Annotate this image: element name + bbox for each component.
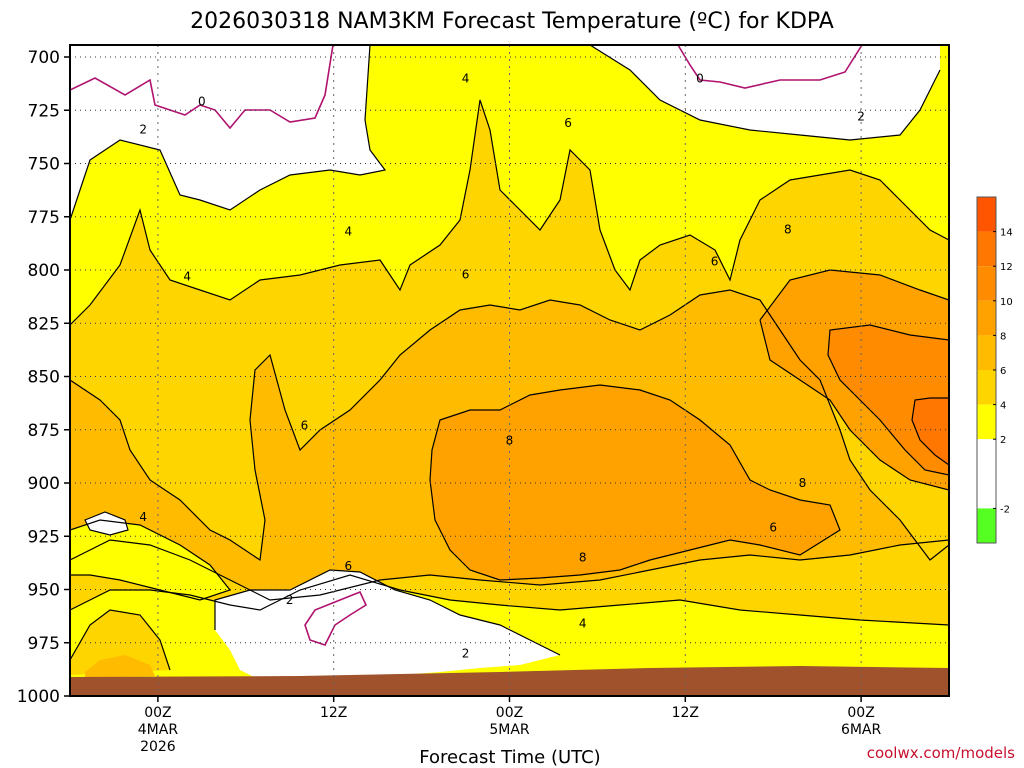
x-tick-label-0-0: 00Z [144, 705, 171, 721]
contour-2-upper-right [589, 45, 941, 141]
y-tick-label-775: 775 [28, 208, 60, 228]
contour-label-2: 2 [139, 122, 147, 136]
contour-label-7: 4 [345, 225, 353, 239]
x-tick-label-4-0: 00Z [847, 705, 874, 721]
x-axis-label: Forecast Time (UTC) [419, 747, 600, 768]
zero-contour-low [304, 590, 368, 646]
y-tick-label-975: 975 [28, 634, 60, 654]
contour-label-15: 6 [345, 559, 353, 573]
contour-8-center [429, 384, 841, 581]
contour-label-11: 6 [564, 116, 572, 130]
colorbar-tick-label-2: 10 [1000, 297, 1013, 308]
chart-title: 2026030318 NAM3KM Forecast Temperature (… [190, 9, 834, 34]
contour-label-5: 2 [462, 646, 470, 660]
colorbar-band-1 [977, 231, 996, 267]
band-below-2-lower-left [215, 570, 560, 680]
colorbar-tick-label-3: 8 [1000, 331, 1006, 342]
band-below-2-upper-right [590, 45, 940, 140]
zero-contour-right [677, 45, 863, 89]
contour-label-13: 6 [462, 267, 470, 281]
y-tick-label-700: 700 [28, 48, 60, 68]
colorbar-band-6 [977, 404, 996, 440]
contour-label-12: 6 [711, 254, 719, 268]
colorbar-band-3 [977, 300, 996, 336]
y-tick-label-900: 900 [28, 474, 60, 494]
contour-label-14: 6 [301, 418, 309, 432]
contour-8-right [759, 269, 949, 491]
contour-6-lower [70, 539, 949, 601]
y-tick-label-925: 925 [28, 527, 60, 547]
contour-label-17: 8 [784, 223, 792, 237]
contour-4-lower [70, 574, 949, 626]
y-tick-label-725: 725 [28, 101, 60, 121]
contour-label-8: 4 [183, 269, 191, 283]
colorbar-tick-label-0: 14 [1000, 228, 1013, 239]
colorbar-band-7 [977, 439, 996, 509]
x-tick-label-0-2: 2026 [140, 739, 176, 755]
colorbar-band-0 [977, 197, 996, 232]
contour-label-0: 0 [198, 95, 206, 109]
colorbar-band-2 [977, 266, 996, 301]
contour-2-lower [214, 569, 561, 656]
contour-label-9: 4 [139, 510, 147, 524]
x-tick-label-1-0: 12Z [320, 705, 347, 721]
band-6-8-surface-left [85, 655, 155, 678]
contour-label-4: 2 [286, 593, 294, 607]
colorbar-tick-label-1: 12 [1000, 262, 1013, 273]
ground-surface [70, 666, 949, 696]
band-below-2-pocket [85, 512, 128, 535]
contour-label-10: 4 [579, 617, 587, 631]
contour-12-right [911, 397, 949, 466]
colorbar-tick-label-7: -2 [1000, 504, 1010, 515]
x-tick-label-2-1: 5MAR [489, 722, 530, 738]
y-tick-label-950: 950 [28, 581, 60, 601]
contour-lines [70, 45, 949, 671]
x-tick-label-3-0: 12Z [672, 705, 699, 721]
contour-6-middle [70, 289, 949, 562]
contour-label-18: 8 [506, 433, 514, 447]
colorbar-tick-label-6: 2 [1000, 435, 1006, 446]
contour-labels: 0 0 2 2 2 2 4 4 4 4 4 6 6 6 6 6 6 8 8 8 8 [139, 71, 864, 660]
colorbar-band-8 [977, 508, 996, 543]
x-tick-label-0-1: 4MAR [138, 722, 179, 738]
x-tick-label-4-1: 6MAR [841, 722, 882, 738]
contour-2-upper [70, 45, 387, 221]
y-axis: 700 725 750 775 800 825 850 875 900 925 950 975 1000 [17, 48, 70, 707]
y-tick-label-800: 800 [28, 261, 60, 281]
contour-label-3: 2 [857, 110, 865, 124]
credit-text: coolwx.com/models [867, 744, 1015, 762]
band-12-14-right [912, 398, 949, 465]
contour-label-1: 0 [696, 71, 704, 85]
y-tick-label-1000: 1000 [17, 687, 60, 707]
x-tick-label-2-0: 00Z [496, 705, 523, 721]
band-below-2-upper-left [70, 45, 385, 220]
colorbar-band-4 [977, 335, 996, 370]
contour-label-6: 4 [462, 71, 470, 85]
contour-10-right [827, 324, 949, 476]
colorbar-tick-label-4: 6 [1000, 366, 1006, 377]
y-tick-label-750: 750 [28, 155, 60, 175]
y-tick-label-875: 875 [28, 421, 60, 441]
colorbar: 14 12 10 8 6 4 2 -2 [976, 196, 1013, 544]
contour-label-19: 8 [799, 476, 807, 490]
contour-label-16: 6 [769, 521, 777, 535]
colorbar-band-5 [977, 370, 996, 405]
contour-2-pocket [84, 511, 129, 536]
colorbar-tick-label-5: 4 [1000, 401, 1006, 412]
y-tick-label-825: 825 [28, 314, 60, 334]
contour-4-upper [70, 99, 949, 326]
contour-surface-left [70, 609, 171, 671]
contour-label-20: 8 [579, 551, 587, 565]
y-tick-label-850: 850 [28, 368, 60, 388]
